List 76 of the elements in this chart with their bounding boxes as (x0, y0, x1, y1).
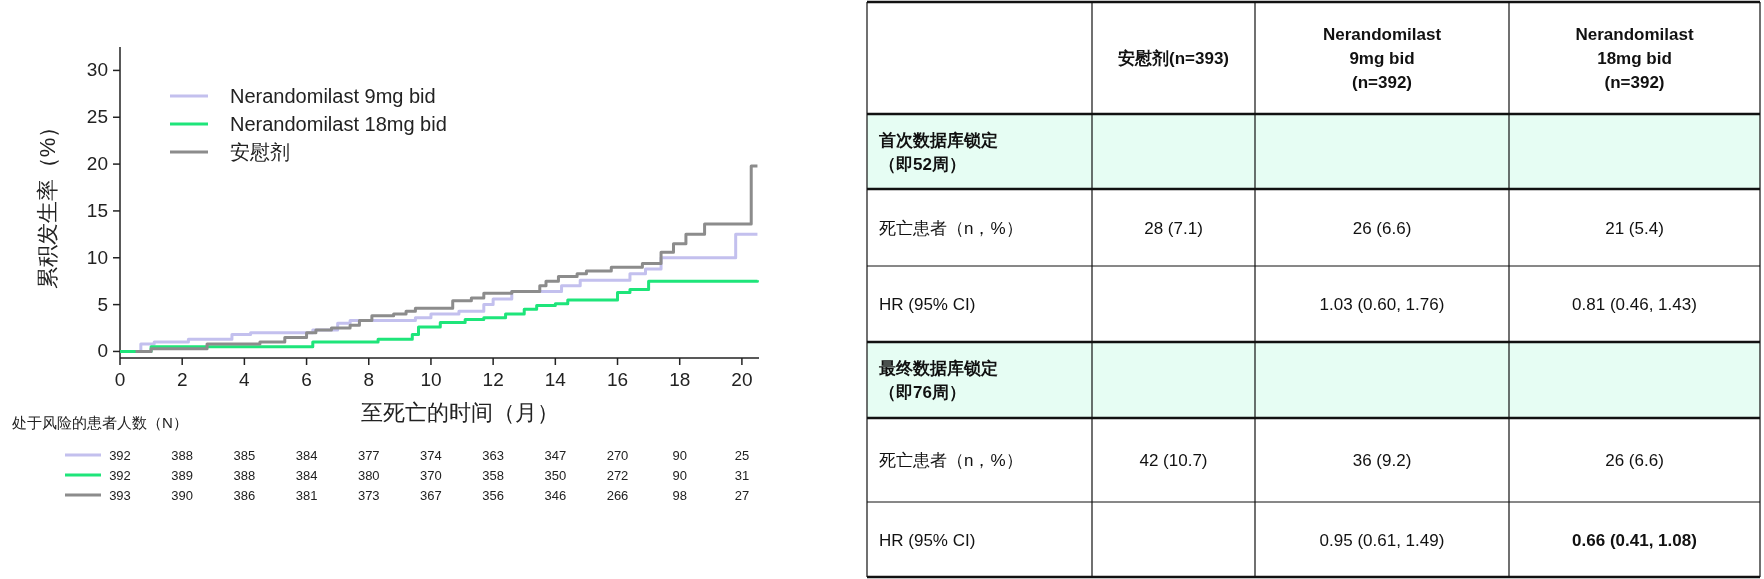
y-tick-label: 20 (86, 153, 108, 175)
text: 1.03 (0.60, 1.76) (1319, 295, 1445, 314)
text: 373 (357, 488, 380, 503)
text: 26 (6.6) (1352, 218, 1412, 238)
category-label: 最终数据库锁定（即76周） (879, 359, 998, 402)
text: 358 (482, 468, 504, 483)
text: 356 (482, 488, 504, 503)
x-tick-label: 4 (239, 369, 251, 390)
x-tick-label: 6 (301, 369, 312, 390)
text: 处于风险的患者人数（N） (12, 414, 188, 431)
category-label: HR (95% CI) (879, 530, 976, 550)
text: 28 (7.1) (1144, 218, 1203, 238)
text: 270 (606, 448, 629, 463)
text: 384 (295, 448, 318, 463)
y-tick-label: 25 (86, 106, 108, 128)
legend-label: 安慰剂 (230, 141, 290, 163)
text: 380 (357, 468, 380, 483)
text: 370 (420, 468, 442, 483)
x-tick-label: 8 (363, 369, 375, 390)
x-tick-label: 10 (420, 369, 442, 390)
text: 350 (544, 468, 567, 483)
text: 384 (295, 468, 318, 483)
text: 42 (10.7) (1139, 451, 1208, 470)
text: 381 (295, 488, 318, 503)
text: 0.81 (0.46, 1.43) (1572, 295, 1697, 314)
text: 377 (357, 448, 380, 463)
text: 27 (734, 488, 750, 503)
text: 36 (9.2) (1352, 451, 1412, 470)
text: 0.95 (0.61, 1.49) (1319, 530, 1445, 550)
x-axis-title: 至死亡的时间（月） (360, 400, 559, 425)
y-tick-label: 30 (86, 59, 108, 81)
text: 389 (171, 468, 194, 483)
text: 90 (672, 448, 687, 463)
x-tick-label: 12 (482, 369, 504, 390)
y-tick-label: 15 (86, 199, 108, 221)
text: 367 (420, 488, 442, 503)
category-label: Nerandomilast 9mg bid (n=392) (1322, 25, 1442, 92)
category-label: 安慰剂(n=393) (1118, 49, 1229, 68)
x-tick-label: 20 (731, 369, 753, 390)
text: 392 (109, 468, 131, 483)
category-label: 死亡患者（n，%） (879, 218, 1023, 238)
text: 346 (544, 488, 567, 503)
category-label: 首次数据库锁定（即52周） (879, 130, 998, 174)
text: 390 (171, 488, 194, 503)
text: 392 (109, 448, 131, 463)
text: 388 (233, 468, 256, 483)
y-tick-label: 10 (86, 246, 108, 268)
text: 31 (734, 468, 750, 483)
category-label: Nerandomilast 18mg bid (n=392) (1575, 25, 1694, 92)
category-label: 死亡患者（n，%） (879, 451, 1023, 470)
y-tick-label: 5 (97, 293, 108, 315)
text: 21 (5.4) (1605, 218, 1664, 238)
text: 386 (233, 488, 256, 503)
text: 385 (233, 448, 256, 463)
text: 374 (420, 448, 442, 463)
x-tick-label: 16 (606, 369, 629, 390)
x-tick-label: 14 (544, 369, 567, 390)
category-label: HR (95% CI) (879, 295, 976, 314)
x-tick-label: 18 (669, 369, 691, 390)
y-tick-label: 0 (97, 340, 108, 362)
text: 347 (544, 448, 567, 463)
legend-label: Nerandomilast 9mg bid (230, 85, 436, 107)
text: 25 (734, 448, 750, 463)
text: 26 (6.6) (1605, 451, 1664, 470)
x-tick-label: 2 (176, 369, 188, 390)
text: 0.66 (0.41, 1.08) (1572, 530, 1697, 550)
text: 266 (606, 488, 629, 503)
y-axis-title: 累积发生率（%） (35, 115, 60, 290)
text: 90 (672, 468, 687, 483)
text: 98 (672, 488, 687, 503)
x-tick-label: 0 (114, 369, 126, 390)
text: 363 (482, 448, 504, 463)
text: 272 (606, 468, 629, 483)
legend-label: Nerandomilast 18mg bid (230, 113, 447, 135)
text: 393 (109, 488, 131, 503)
text: 388 (171, 448, 194, 463)
